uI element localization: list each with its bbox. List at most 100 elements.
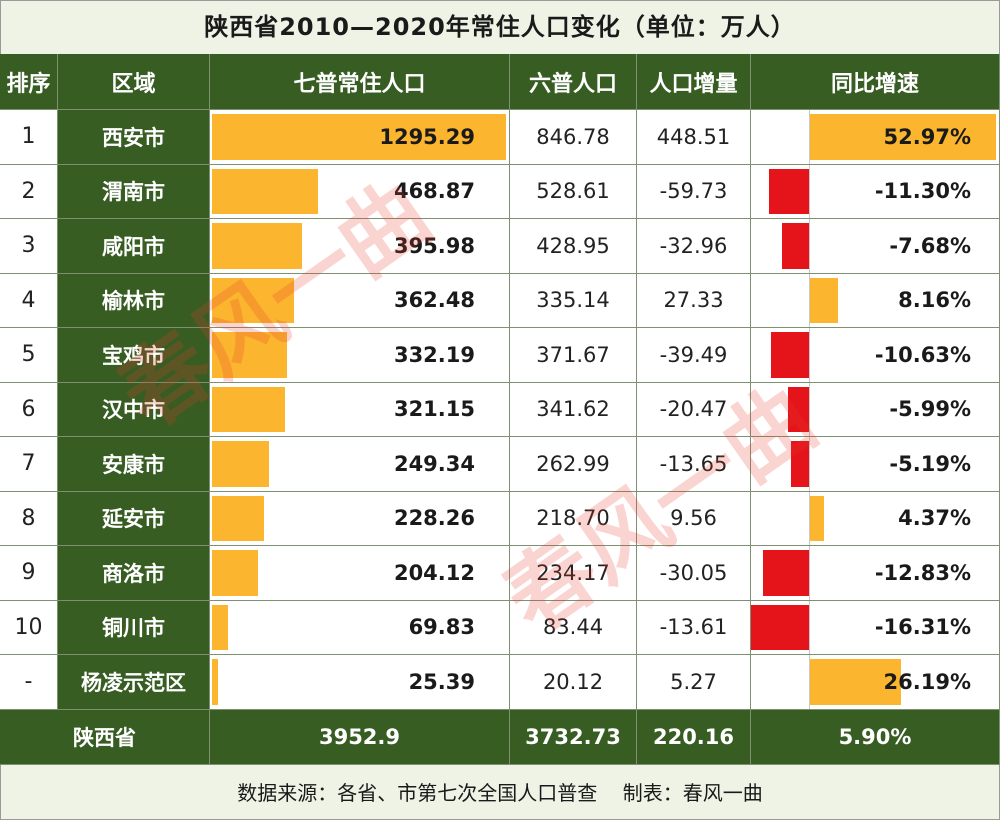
census7-value: 332.19: [393, 342, 475, 367]
growth-bar-negative: [787, 386, 809, 432]
table-row-6-region: 汉中市: [58, 382, 210, 437]
table-row-6-growth: -5.99%: [751, 382, 1000, 437]
table-row-1-growth: 52.97%: [751, 110, 1000, 165]
table-row-10-census7: 69.83: [210, 600, 510, 655]
table-row-8-region: 延安市: [58, 491, 210, 546]
table-row-9-rank: 9: [0, 546, 58, 601]
table-row-3-census6: 428.95: [510, 219, 637, 274]
growth-bar-positive: [809, 277, 838, 323]
table-row-4-rank: 4: [0, 273, 58, 328]
growth-axis-line: [809, 546, 810, 600]
growth-axis-line: [809, 328, 810, 382]
growth-bar-negative: [781, 223, 809, 269]
growth-axis-line: [809, 110, 810, 164]
table-row-4-region: 榆林市: [58, 273, 210, 328]
growth-axis-line: [809, 219, 810, 273]
growth-value: 52.97%: [883, 124, 971, 149]
census7-value: 25.39: [408, 669, 475, 694]
footer-author: 制表：春风一曲: [622, 781, 763, 805]
total-increase: 220.16: [637, 709, 751, 765]
growth-bar-positive: [809, 659, 902, 705]
census7-value: 228.26: [393, 506, 475, 531]
census7-bar: [212, 277, 295, 323]
table-row-5-region: 宝鸡市: [58, 328, 210, 383]
table-row-7-census7: 249.34: [210, 437, 510, 492]
census7-bar: [212, 332, 288, 378]
growth-axis-line: [809, 491, 810, 545]
table-row-11-growth: 26.19%: [751, 655, 1000, 710]
table-row-11-rank: -: [0, 655, 58, 710]
table-row-9-increase: -30.05: [637, 546, 751, 601]
table-row-7-growth: -5.19%: [751, 437, 1000, 492]
growth-bar-negative: [790, 441, 809, 487]
table-row-1-increase: 448.51: [637, 110, 751, 165]
growth-value: 26.19%: [883, 669, 971, 694]
table-row-5-growth: -10.63%: [751, 328, 1000, 383]
table-row-4-growth: 8.16%: [751, 273, 1000, 328]
table-row-11-census6: 20.12: [510, 655, 637, 710]
growth-bar-negative: [771, 332, 809, 378]
table-row-5-census7: 332.19: [210, 328, 510, 383]
header-increase: 人口增量: [637, 54, 751, 110]
census7-bar: [212, 386, 285, 432]
total-region: 陕西省: [0, 709, 210, 765]
page-title: 陕西省2010—2020年常住人口变化（单位：万人）: [204, 13, 796, 41]
table-row-4-increase: 27.33: [637, 273, 751, 328]
table-row-6-increase: -20.47: [637, 382, 751, 437]
growth-axis-line: [809, 437, 810, 491]
total-census6: 3732.73: [510, 709, 637, 765]
growth-value: -5.19%: [889, 451, 971, 476]
footer-source: 数据来源：各省、市第七次全国人口普查: [237, 781, 598, 805]
table-row-3-region: 咸阳市: [58, 219, 210, 274]
table-row-9-region: 商洛市: [58, 546, 210, 601]
growth-axis-line: [809, 382, 810, 436]
table-row-6-rank: 6: [0, 382, 58, 437]
census7-bar: [212, 659, 218, 705]
table-row-1-census6: 846.78: [510, 110, 637, 165]
growth-value: 8.16%: [898, 288, 971, 313]
census7-value: 321.15: [393, 397, 475, 422]
table-row-7-increase: -13.65: [637, 437, 751, 492]
header-census6: 六普人口: [510, 54, 637, 110]
table-row-1-census7: 1295.29: [210, 110, 510, 165]
table-row-5-rank: 5: [0, 328, 58, 383]
growth-bar-negative: [751, 604, 809, 650]
table-row-3-growth: -7.68%: [751, 219, 1000, 274]
table-row-8-census7: 228.26: [210, 491, 510, 546]
census7-bar: [212, 495, 264, 541]
table-row-10-growth: -16.31%: [751, 600, 1000, 655]
table-row-2-census7: 468.87: [210, 164, 510, 219]
table-row-2-increase: -59.73: [637, 164, 751, 219]
table-row-7-census6: 262.99: [510, 437, 637, 492]
table-row-5-census6: 371.67: [510, 328, 637, 383]
growth-value: -11.30%: [874, 179, 971, 204]
growth-axis-line: [809, 164, 810, 218]
table-row-9-growth: -12.83%: [751, 546, 1000, 601]
growth-value: -5.99%: [889, 397, 971, 422]
growth-axis-line: [809, 600, 810, 654]
table-row-1-rank: 1: [0, 110, 58, 165]
census7-value: 395.98: [393, 233, 475, 258]
table-row-9-census7: 204.12: [210, 546, 510, 601]
total-growth: 5.90%: [751, 709, 1000, 765]
census7-bar: [212, 114, 506, 160]
census7-value: 1295.29: [379, 124, 475, 149]
table-row-6-census7: 321.15: [210, 382, 510, 437]
census7-value: 468.87: [393, 179, 475, 204]
table-row-2-rank: 2: [0, 164, 58, 219]
table-row-3-rank: 3: [0, 219, 58, 274]
table-row-2-census6: 528.61: [510, 164, 637, 219]
growth-value: -12.83%: [874, 560, 971, 585]
growth-value: -7.68%: [889, 233, 971, 258]
footer-note: 数据来源：各省、市第七次全国人口普查 制表：春风一曲: [0, 766, 1000, 820]
table-row-8-growth: 4.37%: [751, 491, 1000, 546]
table-row-10-region: 铜川市: [58, 600, 210, 655]
table-row-4-census7: 362.48: [210, 273, 510, 328]
table-row-10-rank: 10: [0, 600, 58, 655]
table-row-11-census7: 25.39: [210, 655, 510, 710]
table-row-11-increase: 5.27: [637, 655, 751, 710]
growth-value: 4.37%: [898, 506, 971, 531]
table-row-7-region: 安康市: [58, 437, 210, 492]
census7-bar: [212, 550, 259, 596]
growth-bar-positive: [809, 495, 825, 541]
